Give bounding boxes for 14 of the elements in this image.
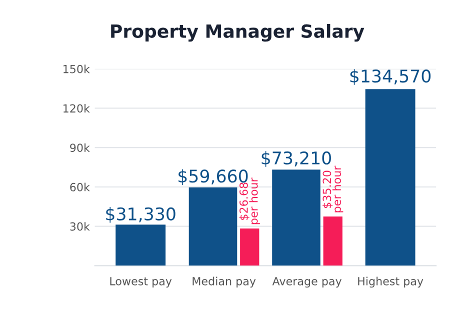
data-label: $31,330 (106, 207, 176, 223)
x-tick-label: Lowest pay (110, 277, 172, 288)
y-tick-label: 120k (64, 104, 90, 113)
y-tick-label: 30k (70, 222, 90, 231)
x-tick-label: Median pay (192, 276, 256, 288)
chart-title: Property Manager Salary (111, 24, 364, 42)
x-tick-label: Highest pay (358, 276, 424, 288)
y-tick-label: 90k (70, 143, 90, 152)
y-tick-label: 60k (70, 182, 90, 192)
data-label: $35.20 per hour (322, 166, 344, 212)
y-tick-label: 150k (64, 64, 90, 74)
x-tick-label: Average pay (272, 277, 342, 288)
data-label: $134,570 (350, 69, 431, 85)
data-label: $73,210 (262, 151, 331, 167)
